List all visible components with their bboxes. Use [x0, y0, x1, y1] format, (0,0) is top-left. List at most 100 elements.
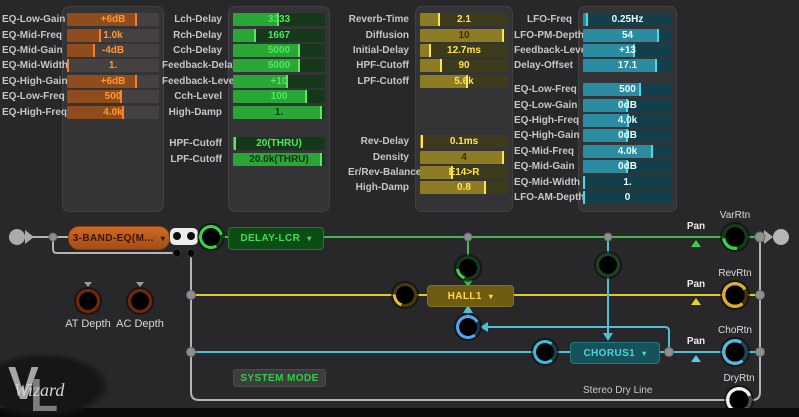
param-fill	[420, 165, 453, 179]
param-slider[interactable]: 1.0k	[67, 28, 159, 42]
param-slider[interactable]: 1667	[233, 28, 325, 42]
param-label: EQ-High-Freq	[2, 106, 67, 118]
delay-to-reverb-send-knob[interactable]	[456, 256, 480, 280]
param-label: Cch-Level	[174, 91, 222, 103]
chorus-return-knob[interactable]	[722, 339, 748, 365]
param-slider[interactable]: 20(THRU)	[233, 137, 325, 151]
wire-node	[755, 347, 765, 357]
param-value: 4.0k	[103, 106, 123, 118]
param-marker	[298, 43, 301, 57]
param-marker	[501, 150, 504, 164]
param-slider[interactable]: +6dB	[67, 13, 159, 27]
patch-point[interactable]	[187, 232, 195, 240]
param-marker	[583, 190, 585, 204]
param-marker	[583, 175, 585, 189]
param-row: LPF-Cutoff 5.6k	[348, 74, 512, 89]
rev-pan-control[interactable]	[691, 298, 701, 305]
chorus-to-reverb-knob[interactable]	[456, 315, 480, 339]
logo-l: L	[30, 369, 59, 417]
param-slider[interactable]: 4.0k	[583, 113, 672, 127]
param-row: EQ-Low-Gain 0dB	[514, 97, 676, 112]
param-slider[interactable]: 4	[420, 150, 508, 164]
logo-v: V	[8, 357, 39, 409]
cho-pan-control[interactable]	[691, 355, 701, 362]
param-slider[interactable]: 4.0k	[583, 144, 672, 158]
param-slider[interactable]: 0dB	[583, 98, 672, 112]
dry-return-label: DryRtn	[723, 373, 755, 384]
param-row: Cch-Delay 5000	[162, 43, 330, 58]
param-slider[interactable]: -4dB	[67, 43, 159, 57]
param-label: Diffusion	[365, 29, 409, 41]
param-slider[interactable]: 12.7ms	[420, 43, 508, 57]
param-slider[interactable]: +13	[583, 43, 672, 57]
param-slider[interactable]: +6dB	[67, 74, 159, 88]
param-slider[interactable]: 0dB	[583, 129, 672, 143]
param-value: +13	[619, 44, 636, 56]
param-slider[interactable]: +10	[233, 74, 325, 88]
eq-block-button[interactable]: 3-BAND-EQ(M... ▾	[68, 226, 170, 250]
param-label: LPF-Cutoff	[357, 75, 409, 87]
param-marker	[277, 13, 279, 27]
param-slider[interactable]: 500	[67, 90, 159, 104]
param-fill	[420, 13, 441, 27]
param-slider[interactable]: 1.	[67, 59, 159, 73]
ac-depth-knob[interactable]	[128, 289, 152, 313]
param-row: LFO-AM-Depth 0	[514, 190, 676, 205]
chorus-block-button[interactable]: CHORUS1 ▾	[570, 342, 660, 364]
param-slider[interactable]: 0.8	[420, 181, 508, 195]
reverb-input-knob[interactable]	[393, 283, 417, 307]
reverb-block-button[interactable]: HALL1 ▾	[427, 285, 514, 307]
param-slider[interactable]: 4.0k	[67, 105, 159, 119]
reverb-return-knob[interactable]	[722, 282, 748, 308]
param-slider[interactable]: 2.1	[420, 13, 508, 27]
param-slider[interactable]: 500	[583, 83, 672, 97]
param-slider[interactable]: 5000	[233, 43, 325, 57]
delay-to-chorus-send-knob[interactable]	[596, 253, 620, 277]
param-slider[interactable]: 10	[420, 28, 508, 42]
param-slider[interactable]: 0.25Hz	[583, 13, 672, 27]
param-fill	[583, 144, 654, 158]
param-row: EQ-High-Gain 0dB	[514, 128, 676, 143]
delay-block-button[interactable]: DELAY-LCR ▾	[228, 227, 324, 250]
param-marker	[501, 28, 504, 42]
param-slider[interactable]: 20.0k(THRU)	[233, 152, 325, 166]
param-slider[interactable]: E14>R	[420, 165, 508, 179]
param-marker	[67, 59, 69, 73]
param-slider[interactable]: 0	[583, 190, 672, 204]
param-label: EQ-Low-Freq	[514, 84, 577, 96]
param-slider[interactable]: 0.1ms	[420, 135, 508, 149]
param-slider[interactable]: 54	[583, 28, 672, 42]
param-slider[interactable]: 5000	[233, 59, 325, 73]
variation-return-knob[interactable]	[722, 224, 748, 250]
param-slider[interactable]: 90	[420, 59, 508, 73]
system-mode-button[interactable]: SYSTEM MODE	[233, 369, 326, 387]
param-slider[interactable]: 1.	[233, 105, 325, 119]
param-row: LFO-Freq 0.25Hz	[514, 12, 676, 27]
param-slider[interactable]: 17.1	[583, 59, 672, 73]
chorus-input-knob[interactable]	[533, 340, 557, 364]
param-label: HPF-Cutoff	[169, 138, 222, 150]
param-fill	[583, 160, 628, 174]
param-marker	[625, 160, 628, 174]
param-label: EQ-Mid-Gain	[514, 161, 575, 173]
param-slider[interactable]: 3333	[233, 13, 325, 27]
wire-return-bus	[751, 241, 761, 401]
param-label: High-Damp	[168, 106, 222, 118]
param-row: Cch-Level 100	[162, 89, 330, 104]
at-depth-knob[interactable]	[76, 289, 100, 313]
param-slider[interactable]: 5.6k	[420, 74, 508, 88]
var-pan-control[interactable]	[691, 240, 701, 247]
param-marker	[656, 28, 659, 42]
param-slider[interactable]: 100	[233, 90, 325, 104]
input-terminal	[9, 229, 25, 245]
param-value: 0.8	[457, 182, 471, 194]
patch-point[interactable]	[173, 232, 181, 240]
patch-point[interactable]	[172, 248, 182, 258]
param-row: Feedback-Delay 5000	[162, 58, 330, 73]
param-fill	[233, 59, 301, 73]
param-slider[interactable]: 1.	[583, 175, 672, 189]
param-slider[interactable]: 0dB	[583, 160, 672, 174]
patch-point[interactable]	[186, 248, 196, 258]
param-label: Delay-Offset	[514, 60, 573, 72]
delay-input-knob[interactable]	[199, 225, 223, 249]
